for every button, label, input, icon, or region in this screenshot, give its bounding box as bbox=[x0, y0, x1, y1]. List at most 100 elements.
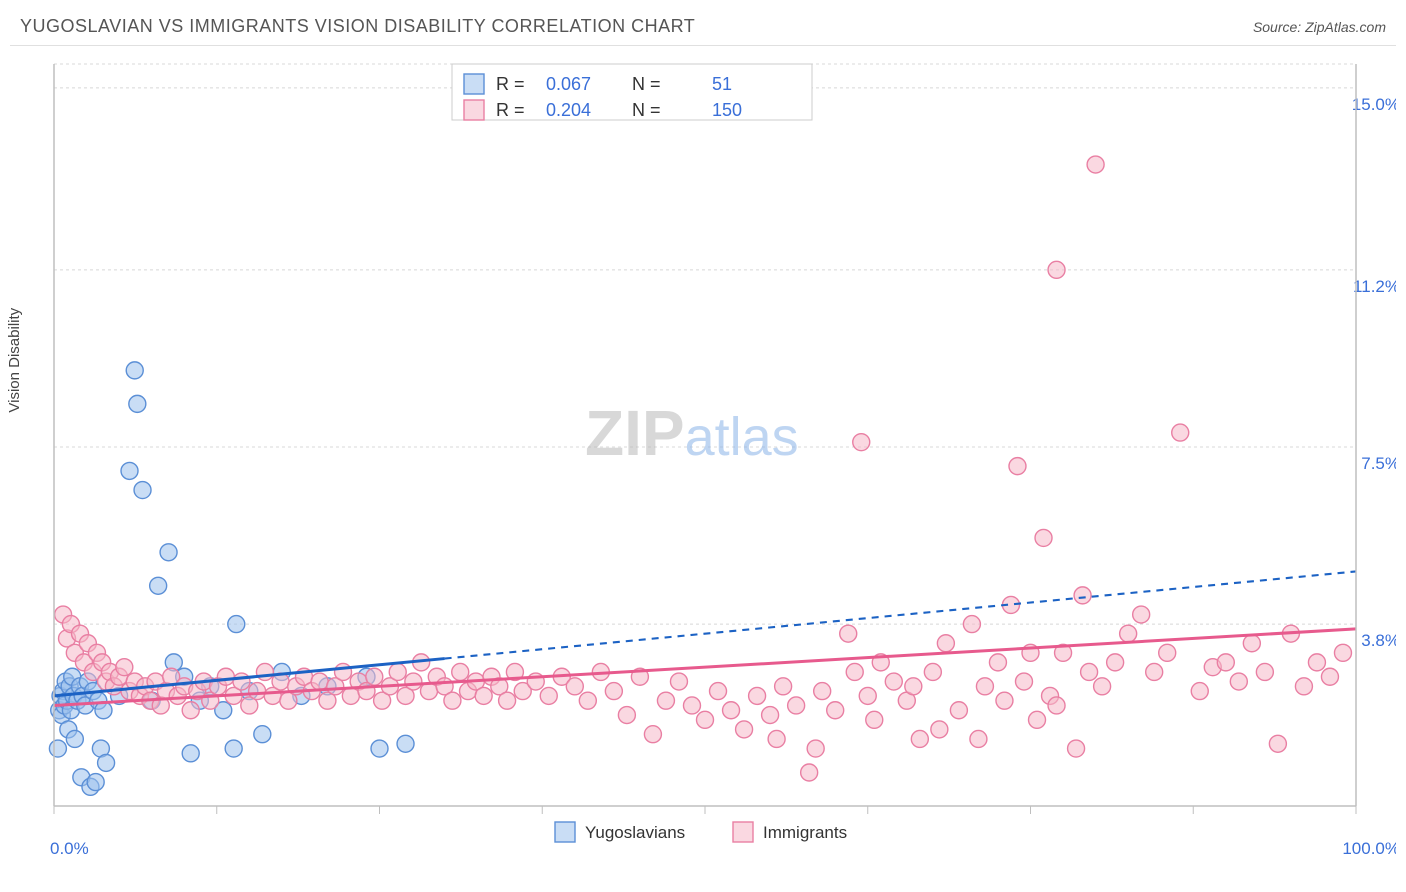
svg-text:11.2%: 11.2% bbox=[1353, 277, 1396, 296]
data-point bbox=[1035, 529, 1052, 546]
data-point bbox=[1217, 654, 1234, 671]
svg-text:R =: R = bbox=[496, 74, 525, 94]
source-label: Source: bbox=[1253, 19, 1301, 35]
data-point bbox=[98, 754, 115, 771]
data-point bbox=[1009, 458, 1026, 475]
data-point bbox=[217, 668, 234, 685]
data-point bbox=[1107, 654, 1124, 671]
data-point bbox=[579, 692, 596, 709]
data-point bbox=[1094, 678, 1111, 695]
data-point bbox=[1159, 644, 1176, 661]
source-name: ZipAtlas.com bbox=[1305, 19, 1386, 35]
chart-source: Source: ZipAtlas.com bbox=[1253, 19, 1386, 35]
data-point bbox=[1081, 663, 1098, 680]
data-point bbox=[840, 625, 857, 642]
svg-text:N =: N = bbox=[632, 100, 661, 120]
data-point bbox=[866, 711, 883, 728]
legend-swatch bbox=[555, 822, 575, 842]
data-point bbox=[254, 726, 271, 743]
data-point bbox=[1133, 606, 1150, 623]
scatter-chart: 3.8%7.5%11.2%15.0%ZIPatlas0.0%100.0%R =0… bbox=[10, 50, 1396, 880]
svg-text:100.0%: 100.0% bbox=[1342, 839, 1396, 858]
data-point bbox=[657, 692, 674, 709]
data-point bbox=[160, 544, 177, 561]
data-point bbox=[1269, 735, 1286, 752]
chart-container: Vision Disability 3.8%7.5%11.2%15.0%ZIPa… bbox=[10, 50, 1396, 880]
data-point bbox=[644, 726, 661, 743]
data-point bbox=[1029, 711, 1046, 728]
data-point bbox=[405, 673, 422, 690]
data-point bbox=[911, 730, 928, 747]
data-point bbox=[807, 740, 824, 757]
data-point bbox=[389, 663, 406, 680]
data-point bbox=[499, 692, 516, 709]
data-point bbox=[846, 663, 863, 680]
data-point bbox=[814, 683, 831, 700]
chart-title: YUGOSLAVIAN VS IMMIGRANTS VISION DISABIL… bbox=[20, 16, 695, 37]
data-point bbox=[1243, 635, 1260, 652]
svg-text:N =: N = bbox=[632, 74, 661, 94]
data-point bbox=[225, 740, 242, 757]
data-point bbox=[762, 707, 779, 724]
data-point bbox=[1015, 673, 1032, 690]
data-point bbox=[1172, 424, 1189, 441]
svg-text:3.8%: 3.8% bbox=[1361, 631, 1396, 650]
data-point bbox=[1321, 668, 1338, 685]
data-point bbox=[126, 362, 143, 379]
svg-text:R =: R = bbox=[496, 100, 525, 120]
svg-text:15.0%: 15.0% bbox=[1352, 95, 1396, 114]
legend-label: Immigrants bbox=[763, 823, 847, 842]
data-point bbox=[710, 683, 727, 700]
data-point bbox=[937, 635, 954, 652]
data-point bbox=[970, 730, 987, 747]
data-point bbox=[618, 707, 635, 724]
data-point bbox=[233, 673, 250, 690]
data-point bbox=[1068, 740, 1085, 757]
data-point bbox=[1048, 261, 1065, 278]
data-point bbox=[801, 764, 818, 781]
data-point bbox=[150, 577, 167, 594]
data-point bbox=[931, 721, 948, 738]
data-point bbox=[1334, 644, 1351, 661]
data-point bbox=[989, 654, 1006, 671]
y-axis-label: Vision Disability bbox=[6, 308, 23, 413]
legend-swatch bbox=[733, 822, 753, 842]
data-point bbox=[697, 711, 714, 728]
data-point bbox=[371, 740, 388, 757]
data-point bbox=[1048, 697, 1065, 714]
data-point bbox=[1230, 673, 1247, 690]
data-point bbox=[736, 721, 753, 738]
data-point bbox=[66, 730, 83, 747]
data-point bbox=[1074, 587, 1091, 604]
svg-text:7.5%: 7.5% bbox=[1361, 454, 1396, 473]
data-point bbox=[1256, 663, 1273, 680]
data-point bbox=[444, 692, 461, 709]
data-point bbox=[1146, 663, 1163, 680]
data-point bbox=[182, 702, 199, 719]
data-point bbox=[905, 678, 922, 695]
data-point bbox=[788, 697, 805, 714]
data-point bbox=[996, 692, 1013, 709]
svg-text:0.204: 0.204 bbox=[546, 100, 591, 120]
data-point bbox=[963, 616, 980, 633]
data-point bbox=[182, 745, 199, 762]
legend-swatch bbox=[464, 74, 484, 94]
data-point bbox=[950, 702, 967, 719]
data-point bbox=[683, 697, 700, 714]
data-point bbox=[49, 740, 66, 757]
data-point bbox=[366, 668, 383, 685]
data-point bbox=[121, 462, 138, 479]
data-point bbox=[566, 678, 583, 695]
data-point bbox=[1295, 678, 1312, 695]
data-point bbox=[452, 663, 469, 680]
svg-text:51: 51 bbox=[712, 74, 732, 94]
data-point bbox=[749, 687, 766, 704]
data-point bbox=[670, 673, 687, 690]
data-point bbox=[924, 663, 941, 680]
data-point bbox=[116, 659, 133, 676]
data-point bbox=[853, 434, 870, 451]
data-point bbox=[129, 395, 146, 412]
data-point bbox=[1120, 625, 1137, 642]
legend-label: Yugoslavians bbox=[585, 823, 685, 842]
data-point bbox=[768, 730, 785, 747]
